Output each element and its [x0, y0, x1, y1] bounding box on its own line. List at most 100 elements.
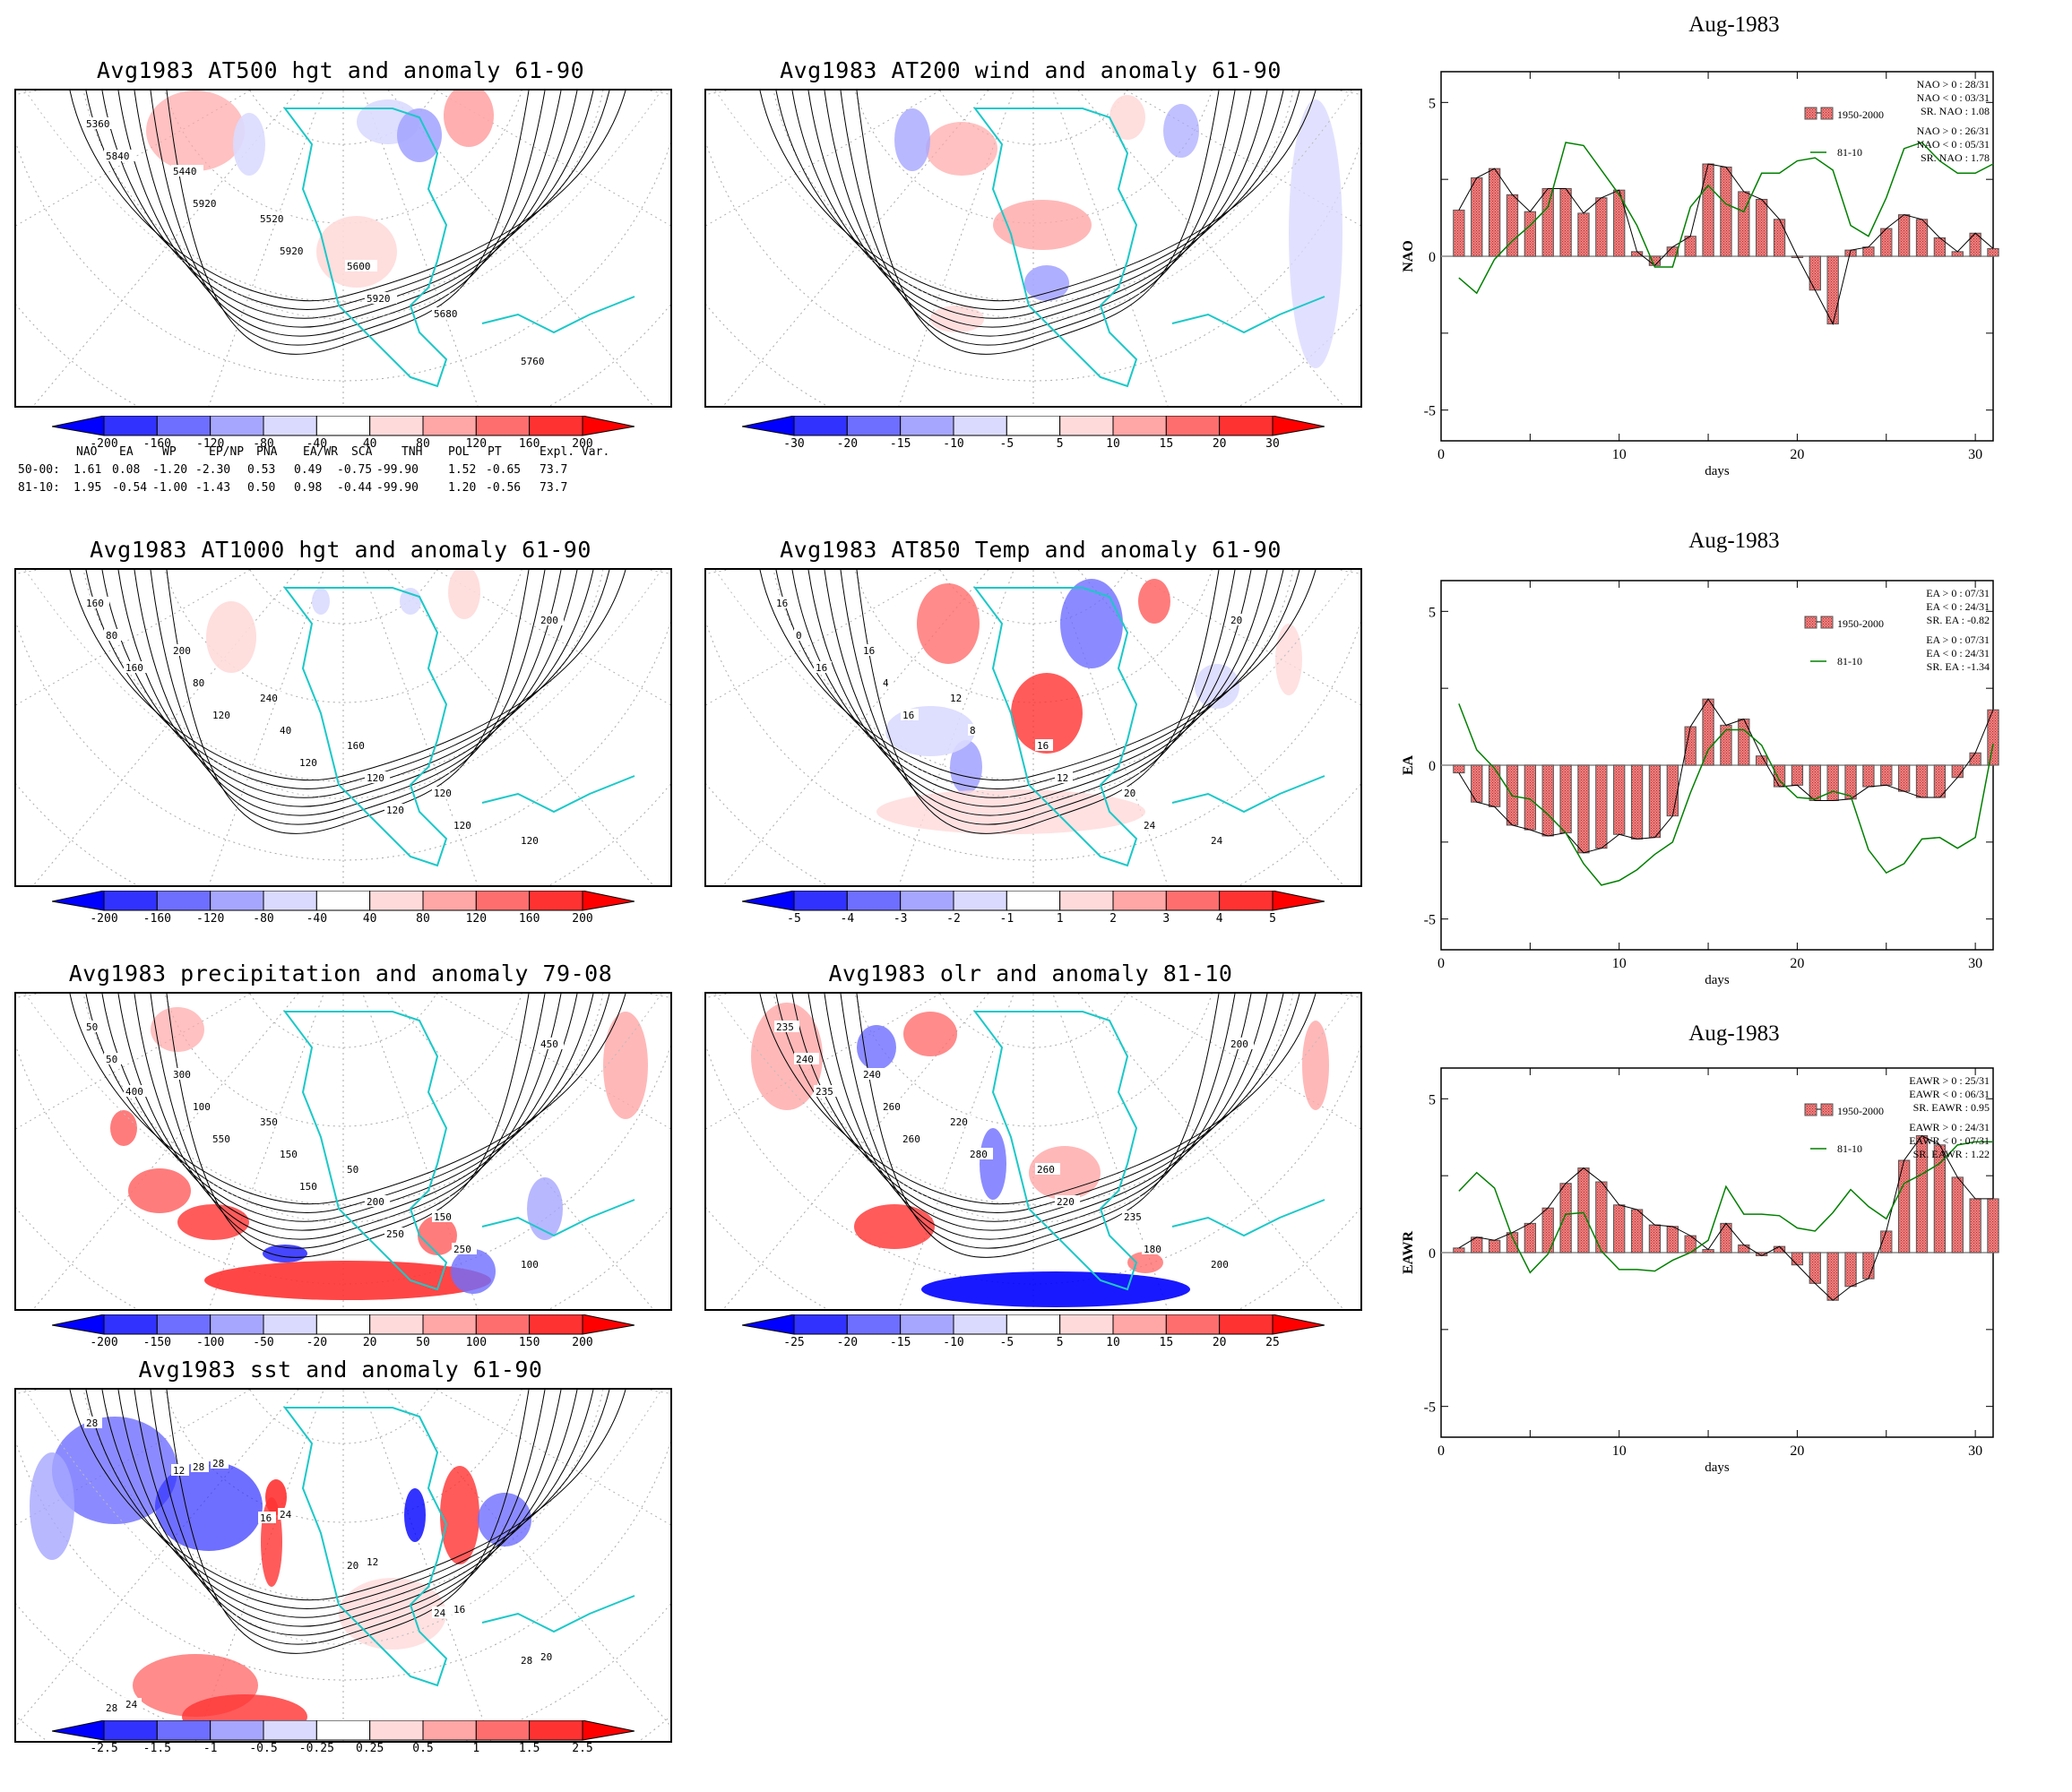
colorbar-segment — [369, 891, 424, 911]
contour-label-bg — [84, 1021, 102, 1032]
contour-label: 24 — [1144, 820, 1156, 831]
index-value-cell: 1.95 — [73, 481, 102, 495]
anomaly-shading — [894, 108, 930, 171]
colorbar-tick-label: 40 — [362, 912, 377, 926]
colorbar-segment — [1006, 891, 1061, 911]
bar — [1773, 219, 1786, 257]
contour-label-bg — [278, 1148, 303, 1159]
contour-label-bg — [124, 661, 149, 673]
anomaly-shading — [1138, 579, 1170, 624]
contour-label: 200 — [540, 615, 558, 626]
colorbar-segment — [793, 1314, 848, 1335]
x-axis-label: days — [1705, 464, 1730, 478]
colorbar-tick-label: -80 — [253, 437, 274, 451]
colorbar: -200 -160 -120 -80 -40 40 80 120 160 200 — [52, 416, 635, 457]
contour-label: 8 — [970, 725, 976, 737]
contour-line — [69, 90, 626, 302]
longitude-line — [435, 570, 670, 706]
colorbar-arrow-low — [742, 416, 795, 436]
contour-label: 12 — [173, 1465, 185, 1477]
contour-label-bg — [948, 1116, 973, 1127]
colorbar-tick-label: 0.5 — [412, 1742, 434, 1755]
anomaly-shading — [155, 1461, 263, 1551]
contour-line — [85, 994, 610, 1213]
colorbar-segment — [103, 891, 158, 911]
bar — [1488, 168, 1501, 257]
longitude-line — [435, 90, 670, 227]
colorbar-tick-label: 30 — [1265, 437, 1280, 451]
map-panel-precip: Avg1983 precipitation and anomaly 79-08 … — [0, 957, 681, 1349]
legend-bar-swatch — [1804, 107, 1817, 120]
colorbar-tick-label: -1 — [999, 912, 1014, 926]
map-layer: 50 300 350 50 150 100 50 100 150 200 250 450 400 550 1… — [16, 994, 670, 1309]
contour-label-bg — [84, 117, 117, 129]
contour-label: 260 — [902, 1133, 920, 1145]
index-value-cell: -1.43 — [195, 481, 231, 495]
colorbar-tick-label: -40 — [306, 437, 328, 451]
contour-line — [150, 90, 546, 346]
colorbar-tick-label: -10 — [943, 437, 964, 451]
contour-label: 120 — [299, 757, 317, 769]
contour-label-bg — [1055, 1195, 1080, 1207]
bar — [1720, 166, 1732, 257]
bar — [1969, 752, 1981, 766]
contour-label: 100 — [521, 1259, 539, 1271]
x-axis-label: days — [1705, 1460, 1730, 1475]
contour-label-bg — [345, 1163, 363, 1175]
colorbar-tick-label: 80 — [416, 912, 430, 926]
map-svg: 16 16 12 16 20 24 0 4 8 12 24 20 16 16 — [706, 570, 1360, 885]
stats-text: NAO < 0 : 05/31 — [1917, 138, 1990, 151]
longitude-line — [1052, 570, 1169, 885]
contour-label: 350 — [260, 1116, 278, 1128]
index-value-cell: -0.75 — [337, 463, 373, 477]
bar — [1773, 1245, 1786, 1254]
contour-label: 24 — [125, 1699, 138, 1710]
colorbar-labels: -2.5 -1.5 -1 -0.5 -0.25 0.25 0.5 1 1.5 2.5 — [52, 1742, 635, 1760]
x-tick-label: 10 — [1612, 447, 1627, 462]
bar — [1559, 187, 1572, 257]
contour-label-bg — [211, 1133, 236, 1144]
stats-text: SR. EAWR : 1.22 — [1913, 1148, 1990, 1160]
anomaly-shading — [418, 1216, 457, 1255]
contour-label: 50 — [347, 1164, 358, 1176]
colorbar-segment — [156, 1720, 212, 1741]
contour-label-bg — [432, 1607, 450, 1618]
index-value-cell: -1.20 — [152, 463, 188, 477]
contour-label-bg — [861, 644, 879, 656]
colorbar-segment — [422, 891, 477, 911]
anomaly-shading — [1275, 624, 1302, 695]
index-value-cell: 0.98 — [294, 481, 323, 495]
contour-label: 5520 — [260, 213, 284, 225]
stats-text: EAWR < 0 : 06/31 — [1909, 1088, 1990, 1100]
coastline — [973, 1011, 1138, 1291]
bar — [1488, 1239, 1501, 1254]
legend-bar-swatch — [1804, 1103, 1817, 1116]
contour-line — [856, 994, 1220, 1258]
map-title: Avg1983 sst and anomaly 61-90 — [138, 1357, 543, 1383]
colorbar-segment — [210, 1720, 264, 1741]
legend-bar-label: 1950-2000 — [1837, 108, 1884, 121]
contour-line — [166, 570, 530, 834]
index-header-cell: Expl. Var. — [540, 445, 610, 459]
longitude-line — [362, 994, 479, 1309]
contour-label-bg — [211, 1457, 229, 1469]
index-value-cell: 1.20 — [448, 481, 477, 495]
contour-label-bg — [84, 1417, 102, 1428]
contour-label: 235 — [776, 1021, 794, 1033]
anomaly-shading — [921, 1271, 1190, 1307]
colorbar-tick-label: -25 — [783, 1336, 805, 1349]
bar — [1453, 1247, 1465, 1254]
contour-label-bg — [814, 1085, 839, 1097]
contour-label: 80 — [193, 677, 204, 689]
teleconnection-index-table: NAO EA WP EP/NP PNA EA/WR SCA TNH POL PT Expl. Var… — [18, 445, 663, 508]
chart-title-eawr: Aug-1983 — [1688, 1021, 1780, 1046]
contour-label-bg — [1209, 1258, 1234, 1270]
coastline — [1171, 1199, 1325, 1237]
colorbar-segment — [900, 891, 954, 911]
coastline — [481, 775, 635, 814]
longitude-line — [32, 90, 299, 406]
anomaly-shading — [339, 1578, 446, 1650]
contour-label: 24 — [434, 1607, 446, 1619]
bar — [1702, 698, 1714, 766]
contour-label-bg — [365, 1555, 383, 1567]
